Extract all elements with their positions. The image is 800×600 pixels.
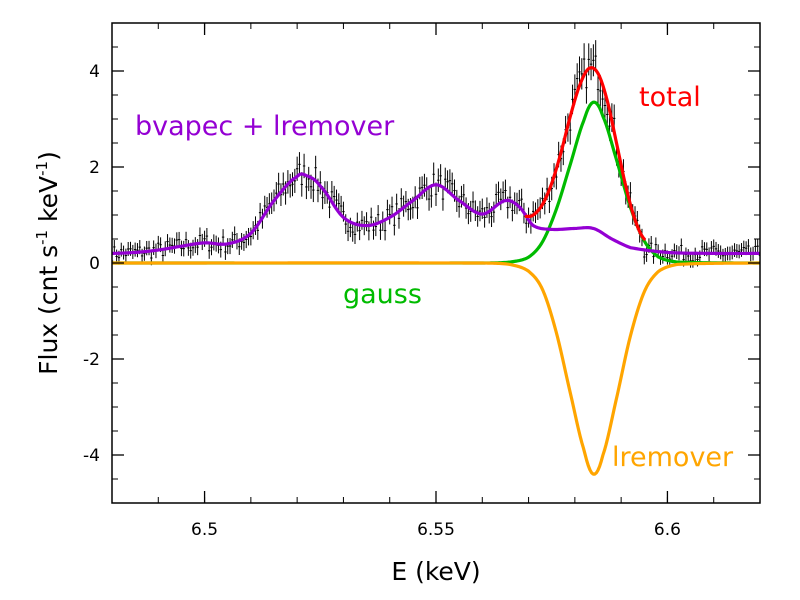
x-axis-title: E (keV) — [391, 557, 480, 586]
series-line-lremover — [112, 261, 760, 476]
ticks-layer: 6.5 6.55 6.6 4 2 0 -2 -4 — [83, 23, 760, 540]
y-tick-label: 4 — [89, 62, 100, 82]
annotation-bvapec-lremover: bvapec + lremover — [135, 111, 395, 142]
y-axis-title-sup2: -1 — [33, 161, 51, 176]
y-axis-title-main: Flux (cnt s — [34, 245, 63, 375]
y-tick-label: -4 — [83, 446, 100, 466]
series-line-total — [524, 66, 646, 241]
y-axis-title-sup1: -1 — [33, 230, 51, 245]
y-axis-title: Flux (cnt s-1 keV-1) — [33, 151, 63, 375]
data-points-layer — [112, 40, 760, 268]
series-line-bvapec-lremover — [112, 172, 760, 256]
y-tick-label: 2 — [89, 158, 100, 178]
annotation-gauss: gauss — [343, 279, 422, 310]
y-tick-label: -2 — [83, 350, 100, 370]
x-tick-label: 6.55 — [417, 520, 455, 540]
x-tick-label: 6.6 — [654, 520, 681, 540]
y-axis-title-mid: keV — [34, 176, 63, 230]
x-tick-label: 6.5 — [191, 520, 218, 540]
annotation-total: total — [639, 82, 701, 113]
y-tick-label: 0 — [89, 254, 100, 274]
annotation-lremover: lremover — [612, 442, 734, 473]
series-layer — [112, 66, 760, 476]
y-axis-title-end: ) — [34, 151, 63, 161]
